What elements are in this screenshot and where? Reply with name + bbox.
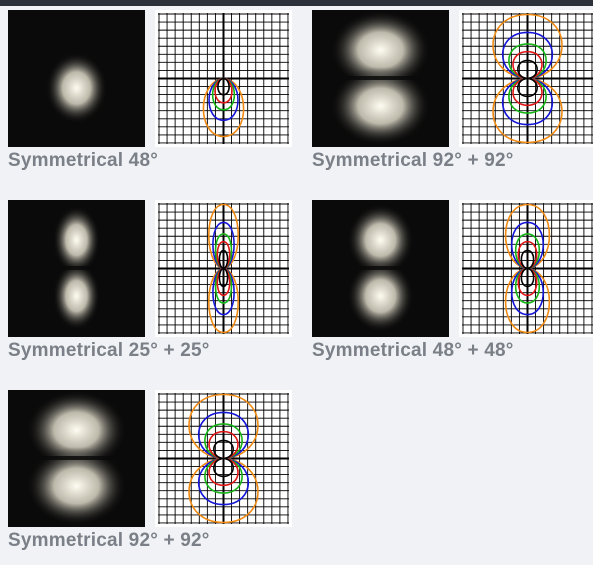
distribution-label: Symmetrical 92° + 92° xyxy=(312,150,514,171)
intensity-curve xyxy=(512,50,543,80)
intensity-curve xyxy=(515,267,540,304)
intensity-curve xyxy=(214,267,233,304)
intensity-curve xyxy=(502,31,553,80)
intensity-curve xyxy=(213,457,234,478)
intensity-curve xyxy=(520,267,535,288)
intensity-curve xyxy=(510,221,545,270)
intensity-curve xyxy=(502,77,553,126)
light-glow xyxy=(347,204,414,276)
intensity-curve xyxy=(188,457,259,524)
intensity-curve xyxy=(515,233,540,270)
light-distribution-card: Symmetrical 48° + 48° xyxy=(304,190,593,375)
fixture-shadow xyxy=(312,266,449,270)
distribution-label: Symmetrical 48° xyxy=(8,150,159,171)
intensity-curve xyxy=(504,267,551,334)
beam-photo xyxy=(8,10,145,147)
fixture-shadow xyxy=(8,266,145,270)
intensity-curve xyxy=(517,77,538,98)
intensity-curve xyxy=(218,267,229,288)
intensity-curve xyxy=(208,203,239,270)
intensity-curve xyxy=(213,439,234,460)
intensity-curve xyxy=(504,203,551,270)
light-glow xyxy=(330,66,431,146)
intensity-curve xyxy=(208,457,239,487)
distribution-label: Symmetrical 25° + 25° xyxy=(8,340,210,361)
light-glow xyxy=(45,52,108,124)
intensity-curve xyxy=(510,267,545,316)
light-distribution-card: Symmetrical 92° + 92° xyxy=(304,0,593,185)
intensity-curve xyxy=(508,43,547,80)
beam-photo xyxy=(8,390,145,527)
intensity-curve xyxy=(188,393,259,460)
intensity-curve xyxy=(208,77,239,122)
light-distribution-card: Symmetrical 48° xyxy=(0,0,300,185)
light-glow xyxy=(26,446,127,526)
fixture-shadow xyxy=(8,456,145,460)
distribution-label: Symmetrical 48° + 48° xyxy=(312,340,514,361)
intensity-curve xyxy=(492,77,563,144)
intensity-curve xyxy=(520,249,535,270)
intensity-curve xyxy=(208,430,239,460)
intensity-curve xyxy=(214,233,233,270)
beam-photo xyxy=(312,10,449,147)
intensity-curve xyxy=(198,457,249,506)
intensity-curve xyxy=(512,77,543,107)
light-distribution-card: Symmetrical 92° + 92° xyxy=(0,380,300,565)
intensity-curve xyxy=(198,411,249,460)
beam-photo xyxy=(312,200,449,337)
fixture-shadow xyxy=(312,76,449,80)
polar-diagram xyxy=(459,200,593,337)
intensity-curve xyxy=(212,267,235,316)
light-glow xyxy=(26,390,127,470)
intensity-curve xyxy=(508,77,547,114)
light-glow xyxy=(52,262,101,330)
polar-diagram xyxy=(155,390,292,527)
intensity-curve xyxy=(208,267,239,334)
light-glow xyxy=(52,206,101,274)
light-glow xyxy=(330,10,431,90)
intensity-curve xyxy=(204,457,243,494)
intensity-curve xyxy=(517,240,538,270)
polar-diagram xyxy=(155,200,292,337)
distribution-label: Symmetrical 92° + 92° xyxy=(8,530,210,551)
intensity-curve xyxy=(216,240,231,270)
intensity-curve xyxy=(211,77,236,111)
intensity-curve xyxy=(218,249,229,270)
intensity-curve xyxy=(214,77,233,104)
intensity-curve xyxy=(492,13,563,80)
intensity-curve xyxy=(517,59,538,80)
intensity-curve xyxy=(217,77,230,96)
polar-diagram xyxy=(155,10,292,147)
beam-photo xyxy=(8,200,145,337)
intensity-curve xyxy=(216,267,231,297)
intensity-curve xyxy=(202,77,245,138)
light-glow xyxy=(347,260,414,332)
intensity-curve xyxy=(204,423,243,460)
intensity-curve xyxy=(212,221,235,270)
light-distribution-card: Symmetrical 25° + 25° xyxy=(0,190,300,375)
polar-diagram xyxy=(459,10,593,147)
intensity-curve xyxy=(517,267,538,297)
top-bar xyxy=(0,0,593,6)
